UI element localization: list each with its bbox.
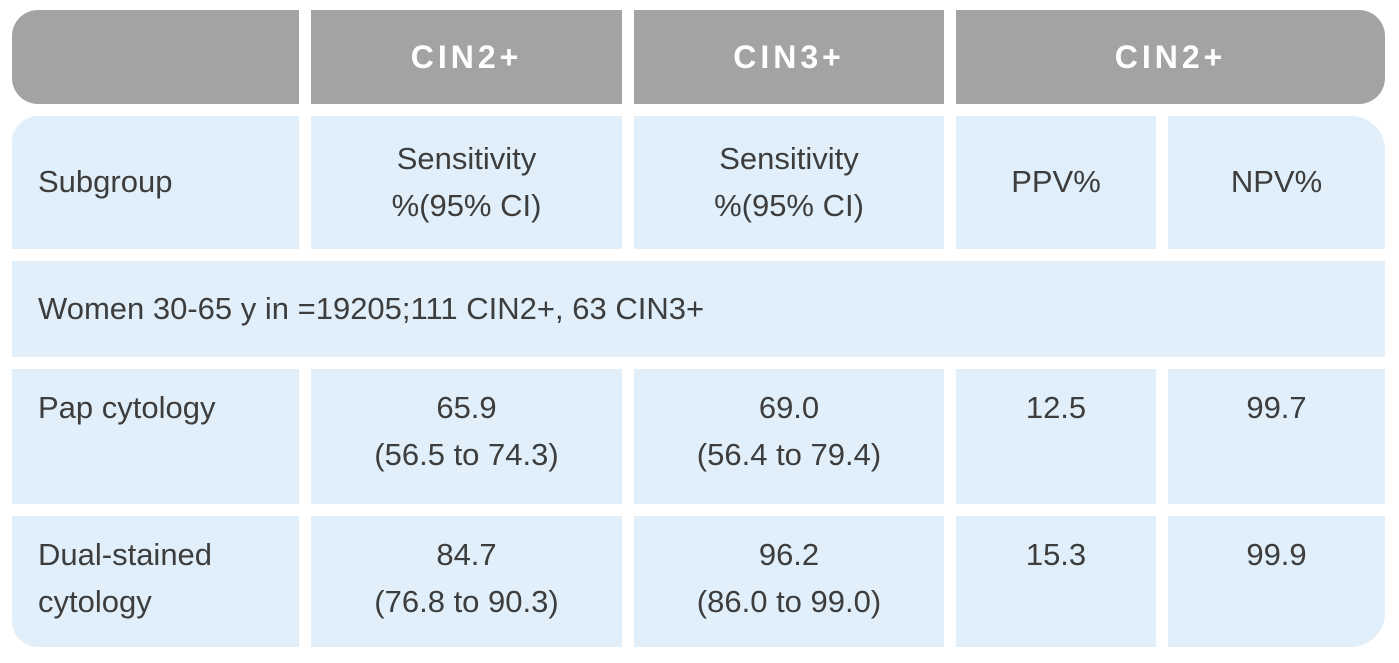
header-group-cin3: CIN3+ (634, 10, 944, 104)
header-group-empty (12, 10, 299, 104)
section-row-women-30-65: Women 30-65 y in =19205;111 CIN2+, 63 CI… (12, 261, 1385, 357)
header-group-cin2-ppv-npv: CIN2+ (956, 10, 1385, 104)
column-header-npv: NPV% (1168, 116, 1385, 249)
row-pap-cin3-sensitivity: 69.0 (56.4 to 79.4) (634, 369, 944, 504)
row-dual-cin2-sensitivity: 84.7 (76.8 to 90.3) (311, 516, 622, 647)
row-pap-cin2-sensitivity: 65.9 (56.5 to 74.3) (311, 369, 622, 504)
column-header-subgroup: Subgroup (12, 116, 299, 249)
header-group-cin2: CIN2+ (311, 10, 622, 104)
row-dual-cin3-sensitivity: 96.2 (86.0 to 99.0) (634, 516, 944, 647)
column-header-ppv: PPV% (956, 116, 1156, 249)
column-header-cin2-sensitivity: Sensitivity %(95% CI) (311, 116, 622, 249)
row-dual-npv: 99.9 (1168, 516, 1385, 647)
column-header-cin3-sensitivity: Sensitivity %(95% CI) (634, 116, 944, 249)
row-pap-npv: 99.7 (1168, 369, 1385, 504)
row-pap-subgroup: Pap cytology (12, 369, 299, 504)
row-dual-ppv: 15.3 (956, 516, 1156, 647)
row-pap-ppv: 12.5 (956, 369, 1156, 504)
row-dual-subgroup: Dual-stained cytology (12, 516, 299, 647)
